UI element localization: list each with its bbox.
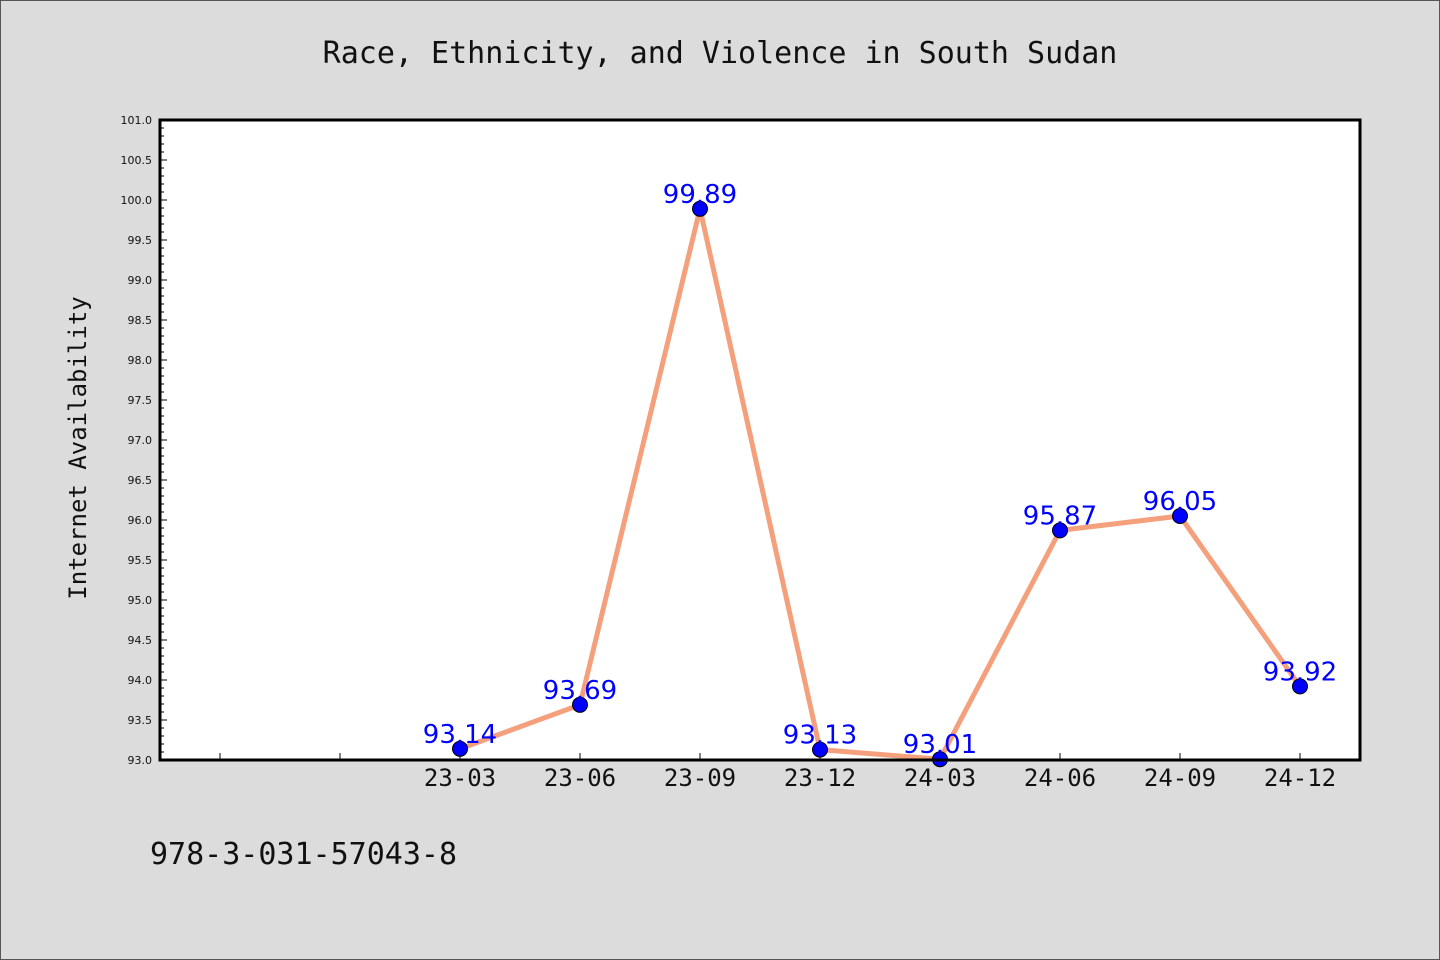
data-label: 95.87 — [1023, 501, 1097, 531]
plot-area — [160, 120, 1360, 760]
y-tick-label: 95.0 — [128, 594, 153, 607]
data-label: 93.69 — [543, 676, 617, 706]
x-tick-label: 23-03 — [424, 764, 496, 792]
y-tick-label: 98.0 — [128, 354, 153, 367]
y-tick-label: 93.5 — [128, 714, 153, 727]
data-label: 93.92 — [1263, 657, 1337, 687]
data-label: 93.01 — [903, 730, 977, 760]
x-tick-label: 23-09 — [664, 764, 736, 792]
y-tick-label: 96.5 — [128, 474, 153, 487]
data-point — [812, 741, 828, 758]
y-tick-label: 95.5 — [128, 554, 153, 567]
y-axis: 93.0 93.5 94.0 94.5 95.0 95.5 96.0 96.5 97.0 97.5… — [121, 114, 167, 767]
x-tick-label: 23-06 — [544, 764, 616, 792]
y-tick-label: 100.0 — [121, 194, 153, 207]
y-tick-label: 100.5 — [121, 154, 153, 167]
x-axis: 23-03 23-06 23-09 23-12 24-03 24-06 24-09 24-12 — [219, 753, 1336, 792]
x-tick-label: 23-12 — [784, 764, 856, 792]
x-tick-label: 24-06 — [1024, 764, 1096, 792]
data-point — [1172, 508, 1188, 524]
y-tick-label: 98.5 — [128, 314, 153, 327]
y-tick-label: 94.5 — [128, 634, 153, 647]
y-axis-label: Internet Availability — [64, 296, 92, 599]
y-tick-label: 97.0 — [128, 434, 153, 447]
y-tick-label: 99.5 — [128, 234, 153, 247]
data-point — [452, 740, 468, 757]
y-tick-label: 101.0 — [121, 114, 153, 127]
footer-isbn: 978-3-031-57043-8 — [150, 837, 457, 872]
x-tick-label: 24-09 — [1144, 764, 1216, 792]
y-tick-label: 96.0 — [128, 514, 153, 527]
data-label: 93.14 — [423, 720, 497, 750]
y-tick-label: 97.5 — [128, 394, 153, 407]
data-point — [692, 200, 708, 217]
data-point — [1292, 678, 1308, 695]
data-label: 99.89 — [663, 180, 737, 210]
data-label: 96.05 — [1143, 487, 1217, 517]
x-tick-label: 24-12 — [1264, 764, 1336, 792]
data-label: 93.13 — [783, 721, 857, 751]
series-layer: 93.14 93.69 99.89 93.13 93.01 95.87 96.05 93.92 — [423, 180, 1337, 768]
y-tick-label: 94.0 — [128, 674, 153, 687]
series-line — [457, 206, 1303, 762]
y-tick-label: 93.0 — [128, 754, 153, 767]
data-point — [572, 696, 588, 713]
data-point — [1052, 522, 1068, 539]
x-tick-label: 24-03 — [904, 764, 976, 792]
y-tick-label: 99.0 — [128, 274, 153, 287]
chart-title: Race, Ethnicity, and Violence in South S… — [323, 36, 1118, 71]
plot-border — [158, 118, 1362, 762]
